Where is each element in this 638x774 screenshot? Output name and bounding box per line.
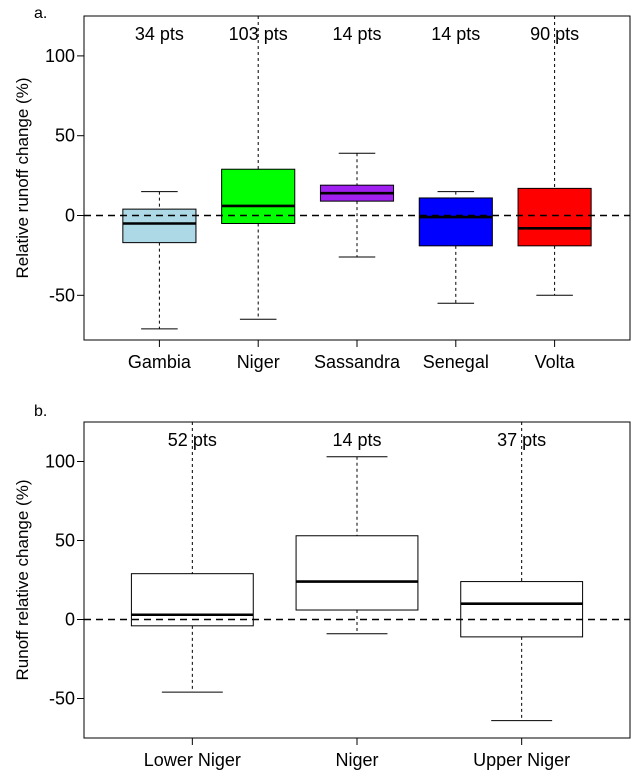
x-tick-label-0-4: Volta (535, 352, 576, 372)
box-0-1 (221, 168, 296, 224)
y-tick-label-0-0: -50 (49, 285, 75, 305)
annotation-0-3: 14 pts (431, 24, 480, 44)
y-tick-label-0-1: 0 (65, 206, 75, 226)
y-tick-label-0-2: 50 (55, 126, 75, 146)
y-tick-label-1-1: 0 (65, 610, 75, 630)
box-1-0 (130, 573, 254, 627)
annotation-1-1: 14 pts (332, 430, 381, 450)
x-tick-label-0-1: Niger (237, 352, 280, 372)
x-tick-label-0-2: Sassandra (314, 352, 401, 372)
y-axis-label-1: Runoff relative change (%) (13, 480, 32, 681)
box-1-2 (460, 581, 584, 638)
annotation-1-2: 37 pts (497, 430, 546, 450)
x-tick-label-1-2: Upper Niger (473, 750, 570, 770)
panel-label-1: b. (34, 403, 47, 420)
panel-label-0: a. (34, 5, 47, 22)
y-axis-label-0: Relative runoff change (%) (13, 78, 32, 279)
y-tick-label-1-3: 100 (45, 452, 75, 472)
x-tick-label-1-1: Niger (335, 750, 378, 770)
x-tick-label-1-0: Lower Niger (144, 750, 241, 770)
x-tick-label-0-3: Senegal (423, 352, 489, 372)
x-tick-label-0-0: Gambia (128, 352, 192, 372)
annotation-0-1: 103 pts (229, 24, 288, 44)
box-0-0 (122, 208, 197, 244)
y-tick-label-1-2: 50 (55, 531, 75, 551)
annotation-0-0: 34 pts (135, 24, 184, 44)
y-tick-label-0-3: 100 (45, 46, 75, 66)
box-0-3 (418, 197, 493, 247)
y-tick-label-1-0: -50 (49, 689, 75, 709)
annotation-0-4: 90 pts (530, 24, 579, 44)
annotation-1-0: 52 pts (168, 430, 217, 450)
box-0-4 (517, 187, 592, 247)
annotation-0-2: 14 pts (332, 24, 381, 44)
box-1-1 (295, 535, 419, 611)
